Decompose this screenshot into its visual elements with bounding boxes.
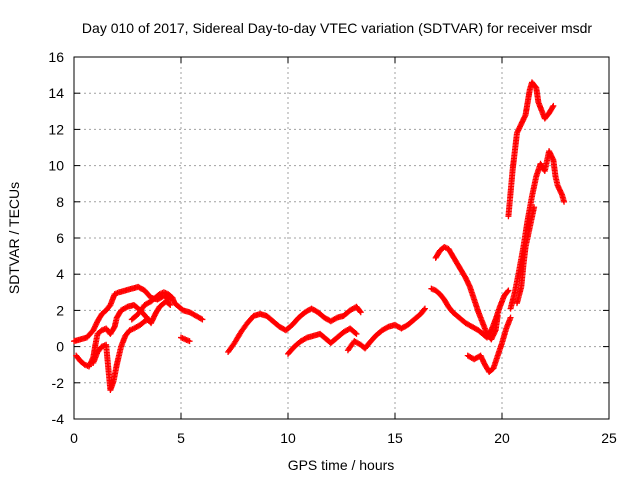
data-series bbox=[73, 298, 174, 370]
x-tick-label: 20 bbox=[494, 430, 510, 446]
data-point bbox=[352, 330, 359, 337]
data-point bbox=[507, 314, 514, 321]
y-tick-label: 0 bbox=[56, 339, 64, 355]
data-point bbox=[353, 330, 360, 337]
data-point bbox=[145, 316, 152, 323]
data-point bbox=[494, 312, 501, 319]
x-tick-label: 15 bbox=[387, 430, 403, 446]
data-series bbox=[507, 148, 568, 312]
data-series bbox=[464, 314, 514, 375]
data-point bbox=[561, 198, 568, 205]
x-tick-label: 25 bbox=[601, 430, 617, 446]
data-series bbox=[90, 316, 152, 394]
y-tick-label: 12 bbox=[48, 121, 64, 137]
data-point bbox=[167, 301, 174, 308]
data-point bbox=[357, 309, 364, 316]
x-tick-label: 5 bbox=[177, 430, 185, 446]
data-point bbox=[110, 324, 117, 331]
x-axis-label: GPS time / hours bbox=[288, 457, 395, 473]
y-tick-label: 4 bbox=[56, 266, 64, 282]
axis-ticks: 0 5 10 15 20 25 -4 -2 0 2 4 6 8 10 12 14 16 bbox=[48, 49, 617, 446]
y-tick-label: 2 bbox=[56, 302, 64, 318]
data-series bbox=[178, 334, 193, 345]
y-tick-label: 10 bbox=[48, 158, 64, 174]
data-series bbox=[344, 305, 428, 354]
chart-title: Day 010 of 2017, Sidereal Day-to-day VTE… bbox=[82, 20, 592, 36]
data-point bbox=[549, 104, 556, 111]
y-axis-label: SDTVAR / TECUs bbox=[6, 182, 22, 294]
data-series bbox=[513, 204, 538, 307]
y-tick-label: -4 bbox=[52, 411, 65, 427]
y-tick-label: 6 bbox=[56, 230, 64, 246]
data-series bbox=[285, 325, 360, 357]
data-point bbox=[199, 316, 206, 323]
plot-frame bbox=[73, 56, 610, 420]
y-tick-label: 16 bbox=[48, 49, 64, 65]
x-tick-label: 0 bbox=[70, 430, 78, 446]
data-point bbox=[504, 288, 511, 295]
data-series bbox=[505, 79, 557, 220]
data-series bbox=[128, 289, 206, 323]
data-points bbox=[71, 79, 568, 394]
y-tick-label: 14 bbox=[48, 85, 64, 101]
data-point bbox=[531, 204, 538, 211]
x-tick-label: 10 bbox=[280, 430, 296, 446]
data-point bbox=[421, 306, 428, 313]
data-series bbox=[71, 283, 174, 345]
data-point bbox=[198, 315, 205, 322]
data-point bbox=[505, 287, 512, 294]
y-tick-label: 8 bbox=[56, 194, 64, 210]
data-series bbox=[432, 244, 501, 343]
data-point bbox=[166, 301, 173, 308]
y-tick-label: -2 bbox=[52, 375, 65, 391]
data-series bbox=[225, 303, 364, 356]
data-point bbox=[186, 338, 193, 345]
data-point bbox=[356, 308, 363, 315]
data-point bbox=[550, 102, 557, 109]
data-point bbox=[421, 305, 428, 312]
